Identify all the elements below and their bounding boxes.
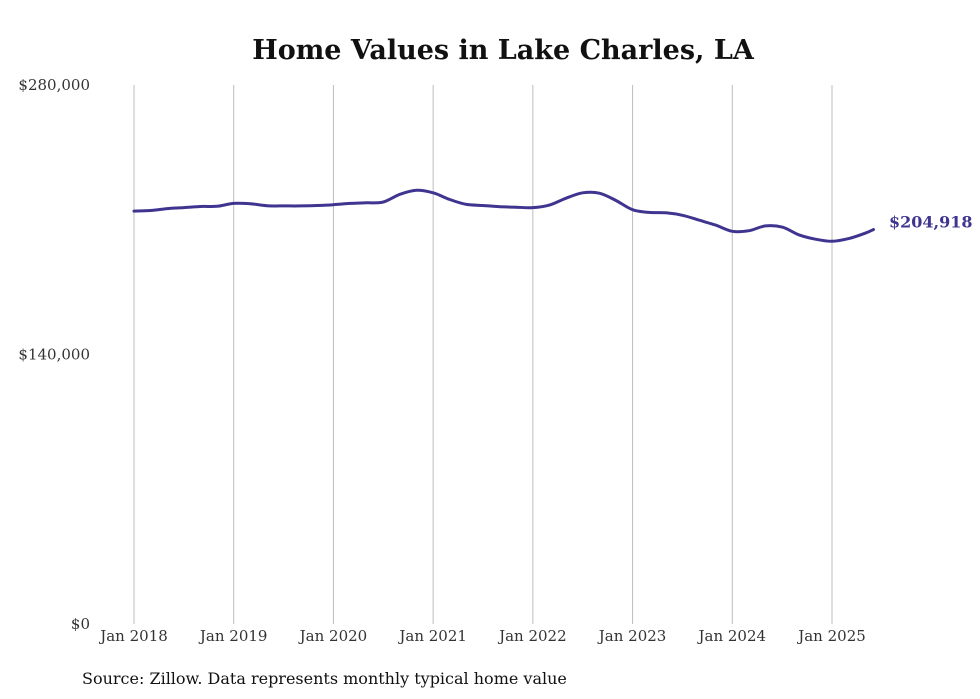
y-axis-tick-labels: $0 $140,000 $280,000 [18,76,90,633]
source-note: Source: Zillow. Data represents monthly … [82,669,567,688]
home-value-line [132,188,875,243]
x-tick-label: Jan 2021 [397,627,467,645]
x-tick-label: Jan 2020 [298,627,368,645]
x-tick-label: Jan 2024 [697,627,767,645]
x-tick-label: Jan 2018 [98,627,168,645]
y-tick-label: $140,000 [18,346,90,364]
y-tick-label: $0 [71,615,90,633]
y-tick-label: $280,000 [18,76,90,94]
x-tick-label: Jan 2019 [198,627,268,645]
x-tick-label: Jan 2022 [497,627,567,645]
x-axis-tick-labels: Jan 2018 Jan 2019 Jan 2020 Jan 2021 Jan 2022… [98,627,866,645]
end-value-label: $204,918 [889,213,973,232]
chart-title: Home Values in Lake Charles, LA [252,35,755,66]
vertical-gridlines [133,85,833,624]
x-tick-label: Jan 2025 [796,627,866,645]
x-tick-label: Jan 2023 [597,627,667,645]
series-layer: $204,918 [132,188,973,243]
